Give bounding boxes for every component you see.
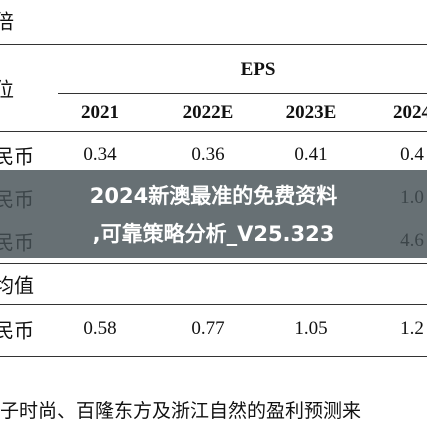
rule <box>0 131 427 132</box>
rule <box>0 304 427 305</box>
unit-label: 位 <box>0 79 14 102</box>
cell: 0.34 <box>83 144 117 165</box>
rule <box>58 93 427 94</box>
cell: 0.41 <box>294 144 328 165</box>
column-header: 2023E <box>285 102 337 123</box>
cell: 0.4 <box>400 144 424 165</box>
row-label: 民币 <box>0 146 34 169</box>
column-header: 2021 <box>81 102 119 123</box>
cell: 0.77 <box>191 318 225 339</box>
column-header: 2024 <box>393 102 427 123</box>
rule <box>0 44 427 45</box>
footnote: 子时尚、百隆东方及浙江自然的盈利预测来 <box>0 401 362 422</box>
overlay-banner: 2024新澳最准的免费资料 ,可靠策略分析_V25.323 <box>0 170 427 258</box>
cell: 0.36 <box>191 144 225 165</box>
corner-label: 倍 <box>0 11 14 34</box>
row-label: 民币 <box>0 320 34 343</box>
cell: 0.58 <box>83 318 117 339</box>
banner-line: ,可靠策略分析_V25.323 <box>92 222 335 246</box>
rule <box>0 263 427 264</box>
cell: 1.2 <box>400 318 424 339</box>
banner-line: 2024新澳最准的免费资料 <box>89 184 338 208</box>
row-label: 均值 <box>0 275 34 298</box>
cell: 1.05 <box>294 318 328 339</box>
column-header: 2022E <box>182 102 234 123</box>
rule <box>0 356 427 357</box>
group-header: EPS <box>240 59 276 80</box>
